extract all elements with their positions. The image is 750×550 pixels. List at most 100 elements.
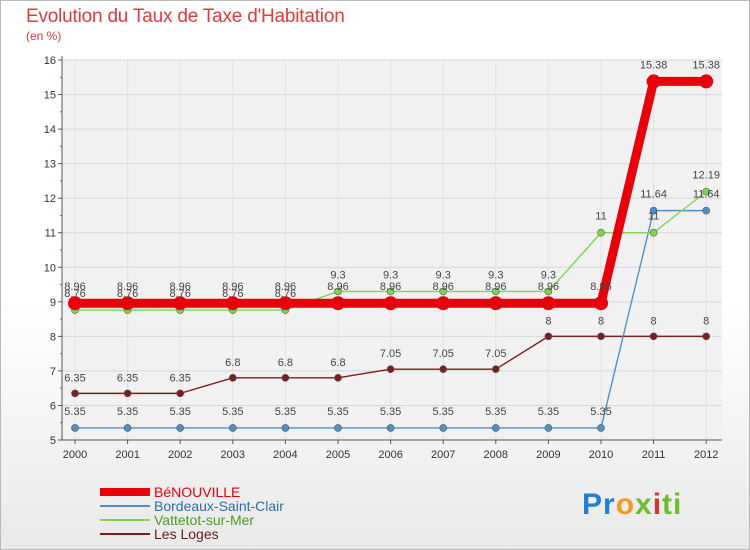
data-point (597, 424, 605, 432)
data-label: 9.3 (436, 269, 451, 281)
y-tick-label: 5 (50, 435, 56, 447)
data-label: 9.3 (488, 269, 503, 281)
data-point (386, 365, 395, 373)
legend-label: Vattetot-sur-Mer (154, 512, 254, 528)
x-tick-label: 2009 (536, 449, 560, 461)
data-label: 11.64 (693, 189, 720, 201)
data-label: 11 (595, 211, 606, 223)
data-point (281, 374, 290, 382)
data-label: 5.35 (380, 406, 401, 418)
x-tick-label: 2011 (642, 449, 666, 461)
plot-area (62, 60, 722, 440)
data-label: 8.76 (275, 288, 296, 300)
data-label: 8.96 (485, 281, 506, 293)
data-point (123, 389, 132, 398)
data-point (597, 228, 605, 237)
data-label: 6.8 (278, 357, 293, 369)
data-label: 8.76 (222, 288, 243, 300)
x-tick-label: 2007 (431, 449, 455, 461)
data-point (120, 296, 135, 311)
data-label: 9.3 (541, 269, 556, 281)
x-tick-label: 2000 (63, 449, 87, 461)
data-label: 6.8 (225, 357, 240, 369)
data-label: 8 (598, 315, 604, 327)
data-label: 8.96 (380, 281, 401, 293)
data-point (491, 424, 500, 432)
data-point (594, 296, 608, 311)
logo-part-1: Pr (582, 488, 616, 521)
logo-part-5: ti (662, 488, 683, 521)
data-point (123, 424, 132, 432)
data-point (334, 374, 342, 382)
data-point (176, 389, 184, 398)
y-tick-label: 12 (44, 193, 56, 205)
data-label: 5.35 (432, 406, 453, 418)
data-label: 5.35 (590, 406, 611, 418)
data-label: 8.76 (64, 288, 85, 300)
data-label: 6.35 (64, 372, 85, 384)
x-tick-label: 2003 (221, 449, 245, 461)
x-tick-label: 2006 (378, 449, 402, 461)
x-tick-label: 2004 (273, 449, 297, 461)
x-tick-label: 2001 (115, 449, 139, 461)
proxiti-logo: Proxiti (582, 488, 682, 522)
data-point (491, 365, 500, 373)
data-point (702, 187, 711, 196)
data-label: 8.96 (169, 281, 190, 293)
data-label: 9.3 (330, 269, 345, 281)
x-tick-label: 2012 (694, 449, 718, 461)
data-label: 6.35 (117, 372, 138, 384)
data-point (439, 424, 448, 432)
data-point (436, 296, 451, 311)
data-label: 11 (648, 211, 659, 223)
logo-part-3: x (635, 488, 653, 521)
data-point (281, 424, 290, 432)
data-point (541, 296, 556, 311)
data-label: 15.38 (640, 59, 668, 71)
data-label: 7.05 (485, 348, 506, 360)
data-point (439, 287, 448, 296)
data-point (544, 424, 553, 432)
data-label: 5.35 (169, 406, 190, 418)
x-tick-label: 2002 (168, 449, 192, 461)
data-label: 8.96 (275, 281, 296, 293)
data-point (229, 424, 237, 432)
data-label: 6.8 (330, 357, 345, 369)
data-label: 5.35 (64, 406, 85, 418)
data-point (699, 74, 714, 89)
data-point (649, 206, 658, 215)
logo-part-4: i (652, 488, 663, 521)
y-tick-label: 13 (44, 159, 56, 171)
data-label: 8.76 (169, 288, 190, 300)
data-point (173, 296, 188, 311)
data-point (334, 287, 342, 296)
y-tick-label: 16 (44, 55, 56, 67)
data-point (71, 424, 79, 432)
data-label: 8.96 (432, 281, 453, 293)
data-point (386, 424, 395, 432)
data-label: 8.96 (538, 281, 559, 293)
y-tick-label: 15 (44, 90, 56, 102)
data-point (544, 287, 553, 296)
data-label: 8 (545, 315, 551, 327)
data-label: 12.19 (692, 170, 720, 182)
data-point (488, 296, 503, 311)
y-tick-label: 14 (44, 124, 56, 136)
data-point (278, 296, 293, 311)
data-point (176, 424, 184, 432)
x-tick-label: 2008 (484, 449, 508, 461)
data-point (383, 296, 398, 311)
legend-label: BéNOUVILLE (154, 484, 240, 500)
chart-subtitle: (en %) (26, 29, 62, 43)
data-point (71, 389, 79, 398)
x-tick-label: 2010 (589, 449, 613, 461)
legend-label: Les Loges (154, 526, 219, 542)
data-label: 8 (703, 315, 709, 327)
data-point (334, 424, 342, 432)
data-label: 5.35 (275, 406, 296, 418)
data-point (544, 332, 553, 341)
data-point (702, 206, 711, 215)
data-point (229, 374, 237, 382)
logo-part-2: o (615, 488, 636, 521)
x-tick-label: 2005 (326, 449, 350, 461)
